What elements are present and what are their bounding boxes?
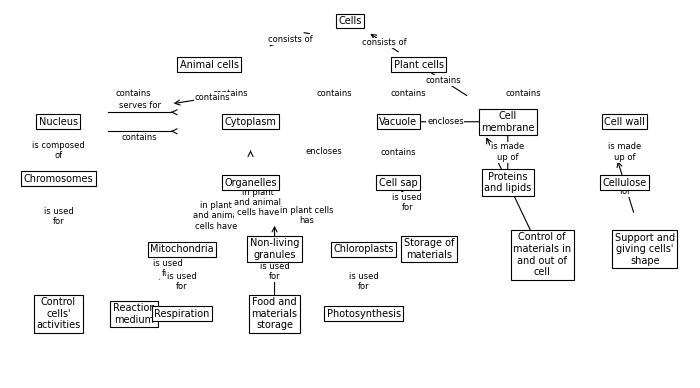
Text: contains: contains (115, 89, 150, 98)
Text: Respiration: Respiration (154, 309, 209, 319)
Text: is composed
of: is composed of (32, 141, 85, 160)
Text: contains: contains (212, 89, 248, 98)
Text: contains: contains (317, 89, 352, 98)
Text: encloses: encloses (305, 147, 342, 156)
Text: Cellulose: Cellulose (602, 178, 647, 187)
Text: Control
cells'
activities: Control cells' activities (36, 297, 80, 330)
Text: Chromosomes: Chromosomes (24, 174, 93, 184)
Text: is used
for: is used for (260, 262, 289, 281)
Text: Cells: Cells (338, 16, 362, 26)
Text: contains: contains (122, 133, 158, 142)
Text: is used
for: is used for (349, 272, 379, 291)
Text: encloses: encloses (427, 117, 464, 126)
Text: Cytoplasm: Cytoplasm (225, 117, 276, 127)
Text: Vacuole: Vacuole (379, 117, 417, 127)
Text: is used
for: is used for (43, 207, 74, 226)
Text: Cell wall: Cell wall (604, 117, 645, 127)
Text: serves for: serves for (118, 101, 160, 110)
Text: Mitochondria: Mitochondria (150, 244, 213, 254)
Text: is made
up of: is made up of (608, 142, 641, 162)
Text: is used
for: is used for (153, 258, 183, 278)
Text: Food and
materials
storage: Food and materials storage (251, 297, 298, 330)
Text: is used
for: is used for (393, 193, 422, 212)
Text: consists of: consists of (268, 35, 313, 44)
Text: Plant cells: Plant cells (393, 60, 444, 70)
Text: Chloroplasts: Chloroplasts (333, 244, 394, 254)
Text: contains: contains (195, 93, 230, 102)
Text: is made
up of: is made up of (491, 142, 524, 162)
Text: contains: contains (391, 89, 426, 98)
Text: Support and
giving cells'
shape: Support and giving cells' shape (615, 232, 675, 266)
Text: contains: contains (505, 89, 540, 98)
Text: Non-living
granules: Non-living granules (250, 238, 299, 260)
Text: contains: contains (380, 148, 416, 157)
Text: in plant
and animal
cells have: in plant and animal cells have (193, 201, 240, 231)
Text: Cell sap: Cell sap (379, 178, 417, 187)
Text: is used for: is used for (489, 185, 533, 194)
Text: Control of
materials in
and out of
cell: Control of materials in and out of cell (513, 232, 571, 277)
Text: Storage of
materials: Storage of materials (404, 238, 454, 260)
Text: is used
for: is used for (611, 177, 640, 196)
Text: Organelles: Organelles (224, 178, 276, 187)
Text: Cell
membrane: Cell membrane (481, 111, 535, 133)
Text: Animal cells: Animal cells (180, 60, 239, 70)
Text: consists of: consists of (362, 38, 407, 47)
Text: Photosynthesis: Photosynthesis (327, 309, 401, 319)
Text: Reaction
medium: Reaction medium (113, 303, 155, 325)
Text: contains: contains (426, 76, 461, 85)
Text: in plant cells
has: in plant cells has (280, 206, 334, 225)
Text: Nucleus: Nucleus (39, 117, 78, 127)
Text: is used
for: is used for (167, 272, 197, 291)
Text: in plant
and animal
cells have: in plant and animal cells have (234, 188, 281, 218)
Text: Proteins
and lipids: Proteins and lipids (484, 172, 531, 193)
